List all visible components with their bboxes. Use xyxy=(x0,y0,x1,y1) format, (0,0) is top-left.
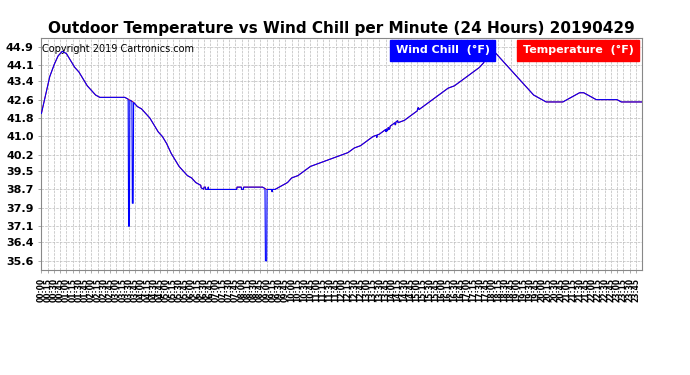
Title: Outdoor Temperature vs Wind Chill per Minute (24 Hours) 20190429: Outdoor Temperature vs Wind Chill per Mi… xyxy=(48,21,635,36)
Legend: Wind Chill  (°F), Temperature  (°F): Wind Chill (°F), Temperature (°F) xyxy=(362,43,636,58)
Text: Copyright 2019 Cartronics.com: Copyright 2019 Cartronics.com xyxy=(42,45,194,54)
